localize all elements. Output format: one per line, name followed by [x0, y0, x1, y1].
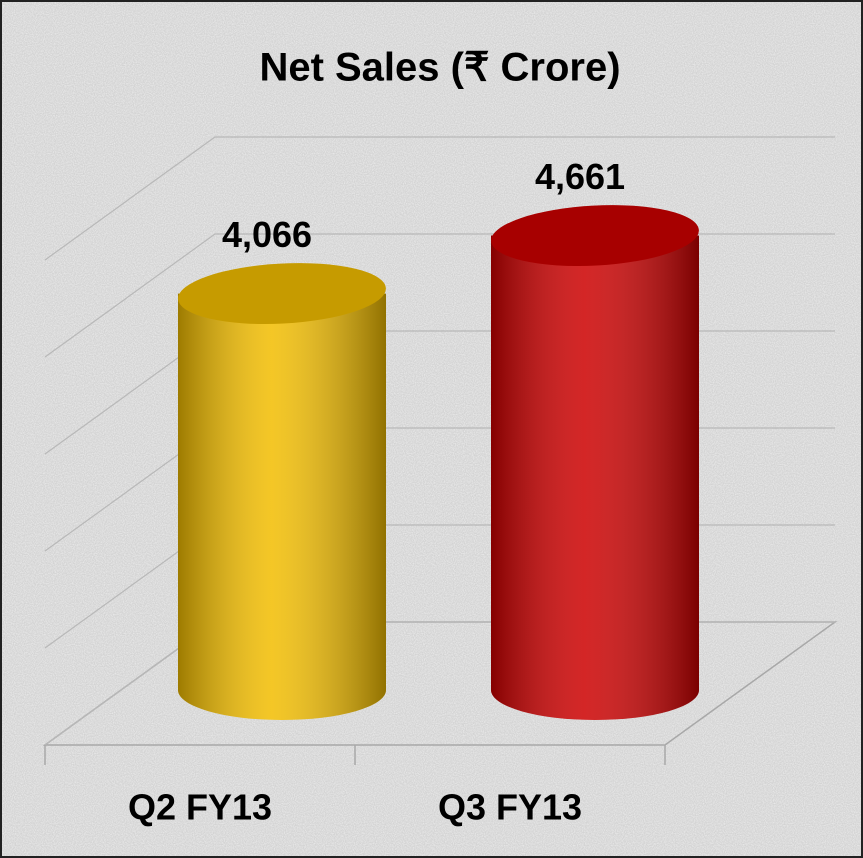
x-tick-label: Q2 FY13 [128, 787, 272, 828]
bar-cap-shade [491, 205, 699, 267]
grid-line [44, 136, 835, 261]
chart-title: Net Sales (₹ Crore) [259, 46, 620, 90]
value-label: 4,661 [535, 156, 625, 197]
value-label: 4,066 [222, 214, 312, 255]
bar-shade [178, 293, 386, 720]
x-tick-label: Q3 FY13 [438, 787, 582, 828]
bar-cap-shade [178, 263, 386, 325]
bar-cap [491, 205, 699, 267]
bar-shade [491, 235, 699, 721]
bar-cap [178, 263, 386, 325]
